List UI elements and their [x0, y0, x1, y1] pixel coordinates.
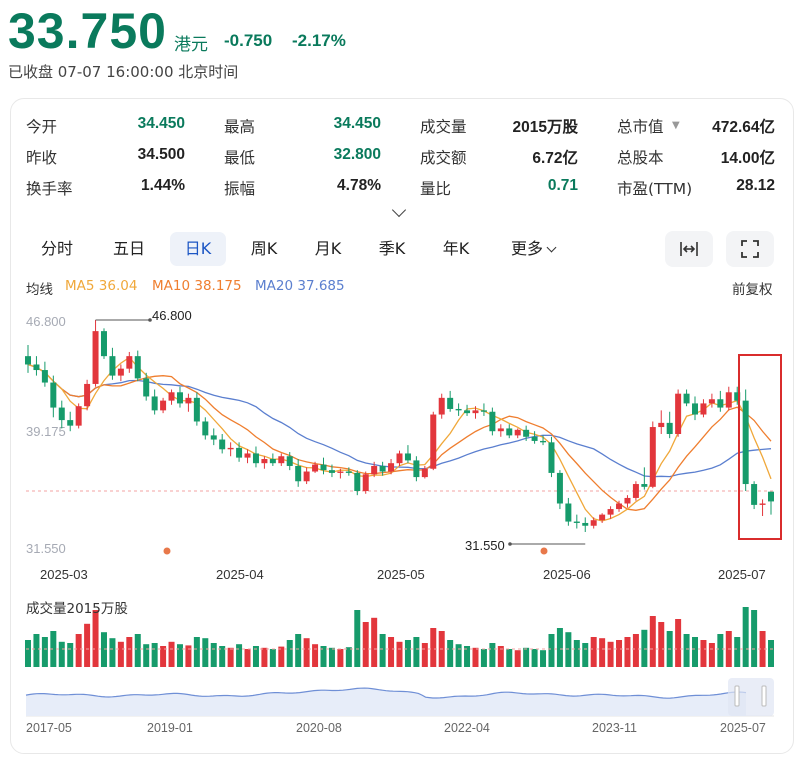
chevron-down-icon — [546, 242, 557, 253]
tab-label: 周K — [250, 239, 278, 258]
tab-4[interactable]: 月K — [300, 232, 356, 266]
stat-label: 总市值 — [617, 118, 664, 136]
tab-label: 五日 — [112, 239, 145, 258]
stat-label: 量比 — [420, 180, 452, 198]
stat-label: 振幅 — [224, 180, 256, 198]
stat-value: 1.44% — [141, 177, 185, 194]
stat-value: 14.00亿 — [720, 150, 775, 167]
overview-tick: 2022-04 — [444, 721, 490, 735]
x-tick-label: 2025-07 — [718, 567, 766, 582]
stat-value: 34.450 — [333, 115, 381, 132]
tab-label: 年K — [442, 239, 470, 258]
tab-1[interactable]: 五日 — [96, 232, 162, 266]
stat-value: 472.64亿 — [712, 119, 775, 136]
tab-5[interactable]: 季K — [364, 232, 420, 266]
y-tick-label: 31.550 — [26, 541, 66, 556]
x-tick-label: 2025-06 — [543, 567, 591, 582]
y-tick-label: 46.800 — [26, 314, 66, 329]
tab-2[interactable]: 日K — [170, 232, 226, 266]
stat-label: 成交量 — [420, 118, 467, 136]
tab-6[interactable]: 年K — [428, 232, 484, 266]
tab-label: 月K — [314, 239, 342, 258]
ma-legend-label: 均线 — [26, 282, 53, 298]
overview-tick: 2020-08 — [296, 721, 342, 735]
stat-value: 6.72亿 — [532, 150, 578, 167]
stat-value: 34.500 — [137, 146, 185, 163]
y-tick-label: 39.175 — [26, 424, 66, 439]
overview-tick: 2023-11 — [592, 721, 637, 735]
tab-label: 季K — [378, 239, 406, 258]
fullscreen-icon — [741, 240, 759, 258]
overview-tick: 2025-07 — [720, 721, 766, 735]
currency-label: 港元 — [174, 35, 208, 55]
price-change-percent: -2.17% — [292, 31, 346, 50]
tab-7[interactable]: 更多 — [500, 232, 566, 266]
stat-label: 今开 — [26, 118, 58, 136]
x-tick-label: 2025-03 — [40, 567, 88, 582]
quote-card — [10, 98, 794, 754]
high-price-label: 46.800 — [152, 308, 192, 323]
stat-label: 换手率 — [26, 180, 73, 198]
low-price-label: 31.550 — [465, 538, 505, 553]
stat-value: 32.800 — [333, 146, 381, 163]
ma20-legend: MA20 37.685 — [255, 278, 345, 294]
overview-tick: 2017-05 — [26, 721, 72, 735]
volume-label: 成交量2015万股 — [26, 601, 128, 617]
stat-label: 最低 — [224, 149, 256, 167]
overview-tick: 2019-01 — [147, 721, 193, 735]
ma10-legend: MA10 38.175 — [152, 278, 242, 294]
tab-label: 更多 — [510, 239, 543, 258]
stat-value: 28.12 — [736, 177, 775, 194]
ma5-legend: MA5 36.04 — [65, 278, 138, 294]
stat-label: 最高 — [224, 118, 256, 136]
adjust-mode[interactable]: 前复权 — [732, 282, 773, 298]
caret-down-icon[interactable]: ▼ — [672, 120, 680, 131]
tab-0[interactable]: 分时 — [27, 232, 87, 266]
tab-3[interactable]: 周K — [236, 232, 292, 266]
stat-label: 成交额 — [420, 149, 467, 167]
tab-label: 分时 — [40, 239, 73, 258]
stat-value: 34.450 — [137, 115, 185, 132]
x-tick-label: 2025-05 — [377, 567, 425, 582]
last-price: 33.750 — [8, 3, 167, 59]
fullscreen-button[interactable] — [726, 231, 774, 267]
horizontal-arrows-icon — [680, 242, 698, 256]
market-status: 已收盘 07-07 16:00:00 北京时间 — [8, 63, 239, 81]
stat-label: 昨收 — [26, 149, 58, 167]
price-change: -0.750 — [224, 31, 273, 50]
stat-value: 4.78% — [337, 177, 381, 194]
stat-label: 总股本 — [617, 149, 664, 167]
stat-label: 市盈(TTM) — [617, 180, 693, 198]
horizontal-arrows-button[interactable] — [665, 231, 713, 267]
x-tick-label: 2025-04 — [216, 567, 264, 582]
tab-label: 日K — [184, 239, 212, 258]
stat-value: 0.71 — [547, 177, 578, 194]
stat-value: 2015万股 — [512, 119, 578, 136]
